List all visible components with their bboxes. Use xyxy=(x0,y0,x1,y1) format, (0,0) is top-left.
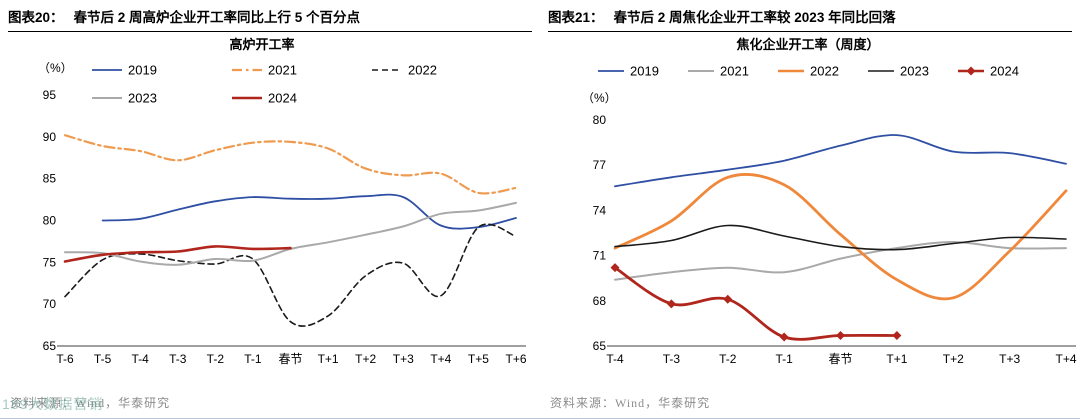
legend-label-2024: 2024 xyxy=(268,91,297,106)
legend-label-2023: 2023 xyxy=(128,91,157,106)
x-tick-label: 春节 xyxy=(828,352,852,366)
x-tick-label: T+1 xyxy=(886,352,907,366)
legend-label-2022: 2022 xyxy=(810,64,839,79)
blast-furnace-operating-rate-chart: （%） 高炉开工率 65 70 75 80 85 90 95 T-6 T-5 T-4 T-3 T-2 T-1… xyxy=(38,37,527,366)
x-tick-label: T-4 xyxy=(606,352,624,366)
x-tick-label: T+4 xyxy=(430,352,451,366)
legend-label-2024: 2024 xyxy=(990,64,1019,79)
figure-20-label: 图表20： xyxy=(8,10,64,25)
series-line-2023 xyxy=(64,201,517,266)
series-marker-2024 xyxy=(610,263,620,273)
x-tick-label: T-3 xyxy=(169,352,187,366)
series-line-2019 xyxy=(101,193,517,230)
figure-20-source-note: 资料来源：Wind，华泰研究 xyxy=(10,396,171,410)
x-tick-label: T+2 xyxy=(355,352,376,366)
x-tick-label: T-2 xyxy=(207,352,225,366)
legend-marker-2024 xyxy=(966,66,976,76)
figure-21-label: 图表21： xyxy=(548,10,604,25)
x-tick-label: T+2 xyxy=(943,352,964,366)
figure-20-header-rule xyxy=(8,31,532,32)
y-tick-label: 95 xyxy=(43,88,57,102)
figure-21-panel: 图表21： 春节后 2 周焦化企业开工率较 2023 年同比回落 （%） 焦化企业开… xyxy=(540,0,1080,419)
legend-label-2023: 2023 xyxy=(900,64,929,79)
series-line-2021 xyxy=(63,134,518,195)
series-marker-2024 xyxy=(779,332,789,342)
series-marker-2024 xyxy=(892,330,902,340)
y-tick-label: 77 xyxy=(593,158,607,172)
y-tick-label: 68 xyxy=(593,294,607,308)
y-tick-label: 75 xyxy=(43,255,57,269)
y-tick-label: 70 xyxy=(43,297,57,311)
series-line-2019 xyxy=(614,134,1067,188)
figure-21-header: 图表21： 春节后 2 周焦化企业开工率较 2023 年同比回落 xyxy=(540,0,1080,26)
legend-label-2019: 2019 xyxy=(630,64,659,79)
y-tick-label: 65 xyxy=(593,339,607,353)
x-tick-label: T+1 xyxy=(318,352,339,366)
y-tick-label: 90 xyxy=(43,130,57,144)
x-tick-label: T-4 xyxy=(131,352,149,366)
series-line-2021 xyxy=(614,241,1067,281)
figure-21-header-rule xyxy=(548,31,1072,32)
series-line-2023 xyxy=(614,224,1067,251)
series-line-2024 xyxy=(63,245,292,263)
y-tick-label: 74 xyxy=(593,203,607,217)
x-tick-label: T+5 xyxy=(468,352,489,366)
y-axis-unit-label: （%） xyxy=(582,91,617,105)
x-tick-label: T-5 xyxy=(94,352,112,366)
figure-20-header: 图表20： 春节后 2 周高炉企业开工率同比上行 5 个百分点 xyxy=(0,0,540,26)
series-marker-2024 xyxy=(836,330,845,340)
coking-enterprise-operating-rate-chart: （%） 焦化企业开工率（周度） 65 68 71 74 77 80 T-4 T-3 T-2 T-1 春节… xyxy=(582,37,1077,366)
x-tick-label: T-3 xyxy=(663,352,681,366)
legend-label-2022: 2022 xyxy=(408,63,437,78)
x-tick-label: T+3 xyxy=(393,352,414,366)
series-marker-2024 xyxy=(723,294,733,304)
x-tick-label: T+3 xyxy=(999,352,1020,366)
y-tick-label: 65 xyxy=(43,339,57,353)
x-tick-label: T+6 xyxy=(505,352,526,366)
x-tick-label: T-1 xyxy=(244,352,262,366)
series-line-2024 xyxy=(613,266,899,341)
y-axis-unit-label: （%） xyxy=(38,61,73,75)
figure-21-source-note: 资料来源：Wind，华泰研究 xyxy=(550,396,711,410)
x-tick-label: T-2 xyxy=(719,352,737,366)
series-line-2022 xyxy=(613,173,1068,301)
x-tick-label: T-1 xyxy=(775,352,793,366)
series-marker-2024 xyxy=(666,299,676,309)
legend-label-2021: 2021 xyxy=(268,63,297,78)
series-line-2022 xyxy=(64,223,517,327)
x-tick-label: 春节 xyxy=(278,352,302,366)
x-tick-label: T+4 xyxy=(1055,352,1076,366)
chart-inner-title: 高炉开工率 xyxy=(229,37,294,52)
y-tick-label: 85 xyxy=(43,172,57,186)
chart-inner-title: 焦化企业开工率（周度） xyxy=(735,37,879,52)
legend-label-2021: 2021 xyxy=(720,64,749,79)
figure-20-panel: 图表20： 春节后 2 周高炉企业开工率同比上行 5 个百分点 （%） 高炉开工率 6… xyxy=(0,0,540,410)
y-tick-label: 80 xyxy=(593,113,607,127)
y-tick-label: 80 xyxy=(43,214,57,228)
x-tick-label: T-6 xyxy=(56,352,74,366)
figure-21-title: 春节后 2 周焦化企业开工率较 2023 年同比回落 xyxy=(613,10,896,25)
y-tick-label: 71 xyxy=(593,249,607,263)
figure-20-title: 春节后 2 周高炉企业开工率同比上行 5 个百分点 xyxy=(73,10,361,25)
legend-label-2019: 2019 xyxy=(128,63,157,78)
